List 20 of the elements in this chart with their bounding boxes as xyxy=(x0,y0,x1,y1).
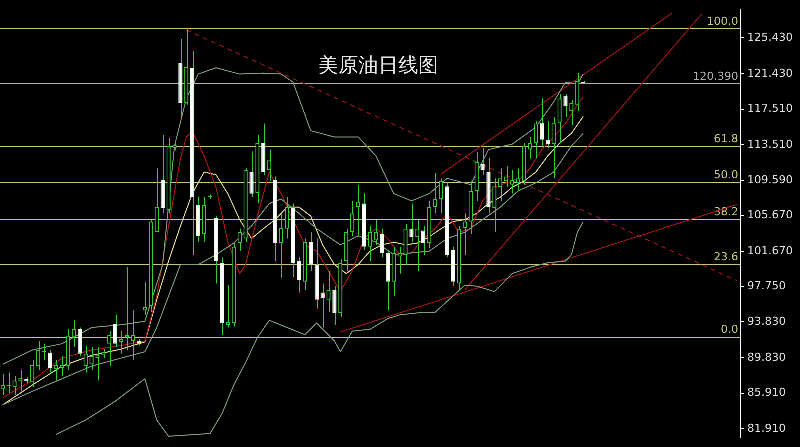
y-tick-label: 117.510 xyxy=(748,102,794,116)
annotation: 50.0 xyxy=(714,168,739,182)
y-tick-label: 105.670 xyxy=(748,208,794,222)
y-tick-label: 93.830 xyxy=(748,314,786,328)
y-tick-label: 125.430 xyxy=(748,30,794,44)
text: 美原油日线图 xyxy=(318,52,438,77)
y-tick-label: 97.750 xyxy=(748,280,786,293)
y-tick-label: 89.830 xyxy=(748,350,786,364)
y-tick-label: 113.510 xyxy=(748,138,794,152)
annotation: 38.2 xyxy=(714,205,739,218)
y-tick-label: 121.430 xyxy=(748,66,794,80)
annotation: 23.6 xyxy=(714,250,739,264)
y-tick-label: 101.670 xyxy=(748,244,794,258)
annotation: 0.0 xyxy=(721,323,739,336)
y-tick-label: 109.590 xyxy=(748,173,794,186)
y-tick-label: 85.910 xyxy=(748,386,786,400)
annotation: 61.8 xyxy=(714,132,739,146)
annotation: 100.0 xyxy=(707,14,739,28)
y-tick-label: 81.910 xyxy=(748,422,786,436)
ref-line-label: 120.390 xyxy=(693,70,739,83)
